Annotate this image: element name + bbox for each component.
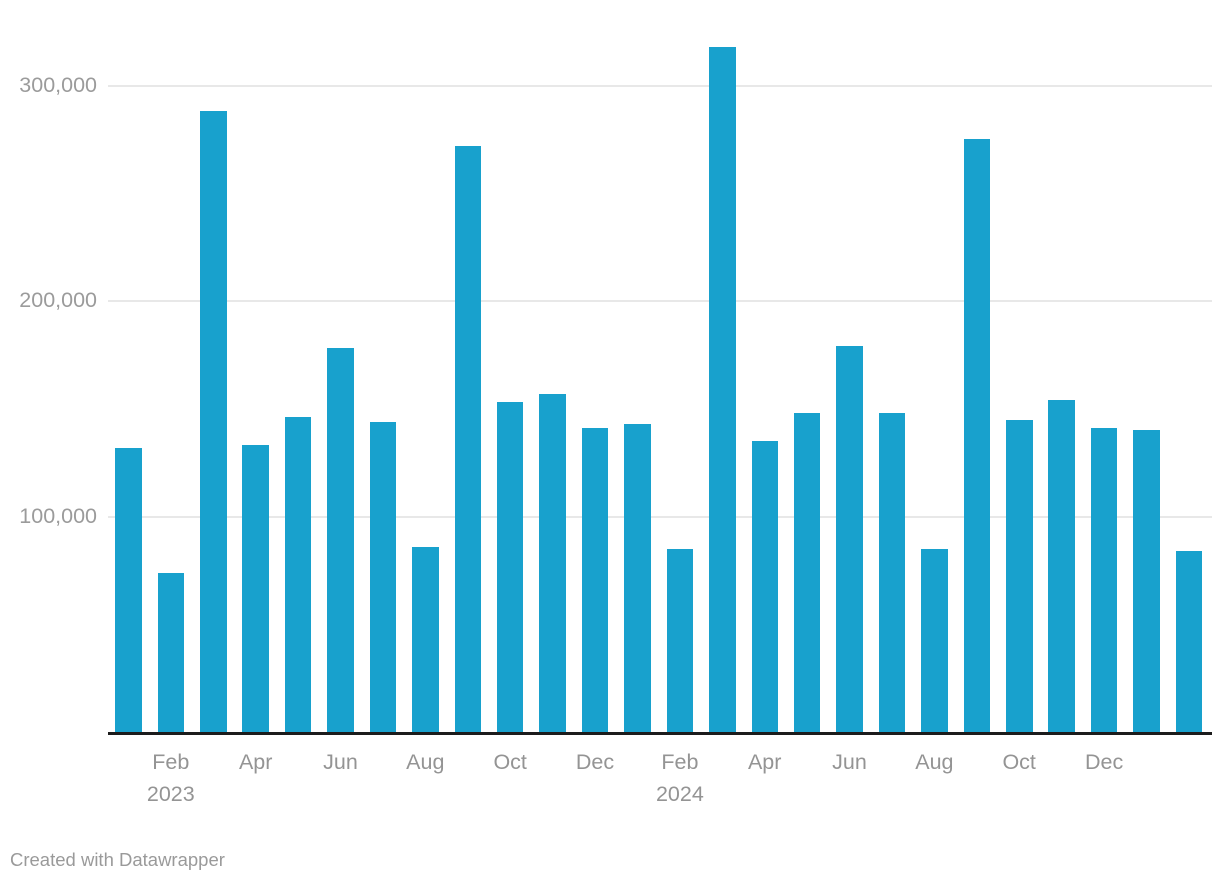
bar-jul-2023[interactable] — [369, 421, 397, 732]
bar-mar-2024[interactable] — [709, 46, 736, 732]
bar-feb-2025[interactable] — [1175, 551, 1203, 732]
x-axis-tick-label: Oct — [465, 746, 555, 778]
y-axis-tick-label: 300,000 — [19, 72, 97, 97]
x-tick-month: Jun — [832, 750, 867, 774]
x-tick-year: 2023 — [146, 782, 195, 806]
x-axis-tick-label: Oct — [974, 746, 1064, 778]
bar-aug-2024[interactable] — [921, 548, 948, 732]
bar-sep-2023[interactable] — [454, 145, 481, 732]
x-tick-month: Apr — [238, 750, 273, 774]
bar-chart: 100,000 200,000 300,000 Feb 2023 Apr Jun Aug Oc… — [19, 46, 1212, 810]
x-tick-year: 2024 — [655, 782, 704, 806]
x-axis-tick-label: Feb 2024 — [635, 746, 725, 810]
bar-apr-2023[interactable] — [242, 445, 269, 732]
y-axis-tick-label: 200,000 — [19, 288, 97, 312]
y-axis-tick-label: 100,000 — [19, 503, 97, 528]
x-axis-tick-label: Aug — [380, 746, 470, 778]
chart-footer: Created with Datawrapper — [10, 849, 610, 871]
x-tick-month: Aug — [915, 750, 954, 774]
x-axis-tick-label: Dec — [1059, 746, 1149, 778]
gridline — [108, 84, 1212, 87]
bar-aug-2023[interactable] — [412, 546, 439, 732]
bar-oct-2024[interactable] — [1006, 419, 1033, 732]
bar-sep-2024[interactable] — [963, 139, 991, 732]
bar-jan-2023[interactable] — [115, 447, 142, 732]
bar-apr-2024[interactable] — [751, 441, 778, 732]
x-tick-month: Feb — [661, 750, 699, 774]
x-axis-tick-label: Jun — [296, 746, 386, 778]
bar-jan-2024[interactable] — [624, 423, 651, 732]
x-axis-tick-label: Apr — [211, 746, 301, 778]
bar-jun-2023[interactable] — [327, 348, 354, 732]
bar-jun-2024[interactable] — [836, 346, 863, 732]
x-tick-month: Apr — [747, 750, 782, 774]
bar-oct-2023[interactable] — [496, 402, 524, 732]
x-tick-month: Oct — [1002, 750, 1036, 774]
x-axis-tick-label: Apr — [720, 746, 810, 778]
x-tick-month: Aug — [406, 750, 445, 774]
x-axis-tick-label: Jun — [805, 746, 895, 778]
bar-feb-2024[interactable] — [666, 548, 694, 732]
x-tick-month: Dec — [575, 750, 615, 774]
bar-nov-2023[interactable] — [539, 393, 566, 732]
x-axis-tick-label: Aug — [889, 746, 979, 778]
datawrapper-credit-link[interactable]: Created with Datawrapper — [10, 849, 225, 870]
bar-dec-2024[interactable] — [1090, 428, 1118, 732]
bar-dec-2023[interactable] — [581, 428, 609, 732]
bar-mar-2023[interactable] — [200, 111, 227, 732]
bar-feb-2023[interactable] — [157, 572, 185, 732]
bar-jan-2025[interactable] — [1133, 430, 1160, 732]
x-tick-month: Jun — [323, 750, 358, 774]
x-tick-month: Feb — [152, 750, 190, 774]
x-axis-tick-label: Feb 2023 — [126, 746, 216, 810]
bar-may-2023[interactable] — [284, 417, 312, 732]
gridline — [108, 300, 1212, 302]
x-axis-tick-label: Dec — [550, 746, 640, 778]
bar-nov-2024[interactable] — [1048, 400, 1075, 732]
x-tick-month: Oct — [493, 750, 527, 774]
bar-jul-2024[interactable] — [878, 413, 906, 732]
bar-may-2024[interactable] — [793, 413, 821, 732]
x-tick-month: Dec — [1084, 750, 1124, 774]
gridline — [108, 515, 1212, 518]
x-axis-line — [108, 732, 1212, 735]
